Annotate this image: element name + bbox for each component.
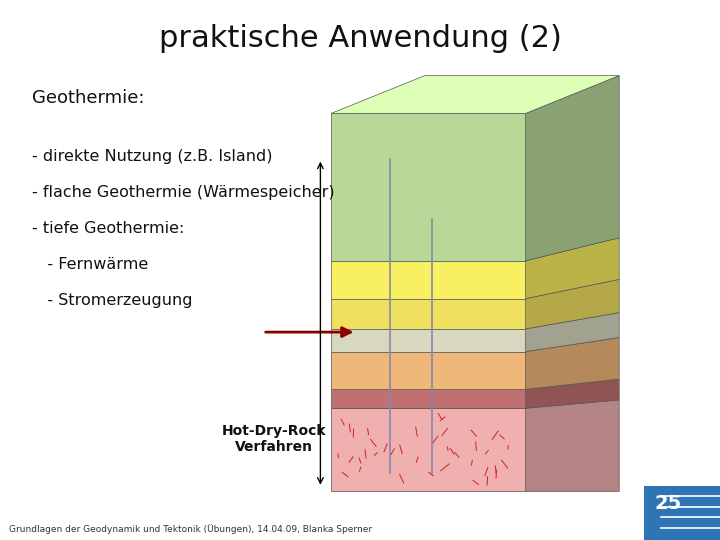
Polygon shape <box>526 338 619 389</box>
Text: - Stromerzeugung: - Stromerzeugung <box>32 293 193 308</box>
Text: - flache Geothermie (Wärmespeicher): - flache Geothermie (Wärmespeicher) <box>32 185 335 200</box>
Text: Hot-Dry-Rock
Verfahren: Hot-Dry-Rock Verfahren <box>221 424 326 454</box>
Text: Geothermie:: Geothermie: <box>32 89 145 107</box>
Polygon shape <box>526 279 619 329</box>
Polygon shape <box>331 352 526 389</box>
Polygon shape <box>331 389 526 408</box>
Polygon shape <box>526 313 619 352</box>
Text: 25: 25 <box>655 494 683 513</box>
Polygon shape <box>526 400 619 491</box>
Polygon shape <box>526 238 619 299</box>
Polygon shape <box>526 76 619 261</box>
Text: - Fernwärme: - Fernwärme <box>32 257 148 272</box>
Text: - tiefe Geothermie:: - tiefe Geothermie: <box>32 221 185 236</box>
Polygon shape <box>331 261 526 299</box>
Bar <box>644 486 720 540</box>
Polygon shape <box>526 379 619 408</box>
Polygon shape <box>331 113 526 261</box>
Text: praktische Anwendung (2): praktische Anwendung (2) <box>158 24 562 53</box>
Polygon shape <box>331 329 526 352</box>
Text: - direkte Nutzung (z.B. Island): - direkte Nutzung (z.B. Island) <box>32 148 273 164</box>
Polygon shape <box>331 408 526 491</box>
Polygon shape <box>331 76 619 113</box>
Polygon shape <box>331 299 526 329</box>
Text: Grundlagen der Geodynamik und Tektonik (Übungen), 14.04.09, Blanka Sperner: Grundlagen der Geodynamik und Tektonik (… <box>9 524 372 534</box>
